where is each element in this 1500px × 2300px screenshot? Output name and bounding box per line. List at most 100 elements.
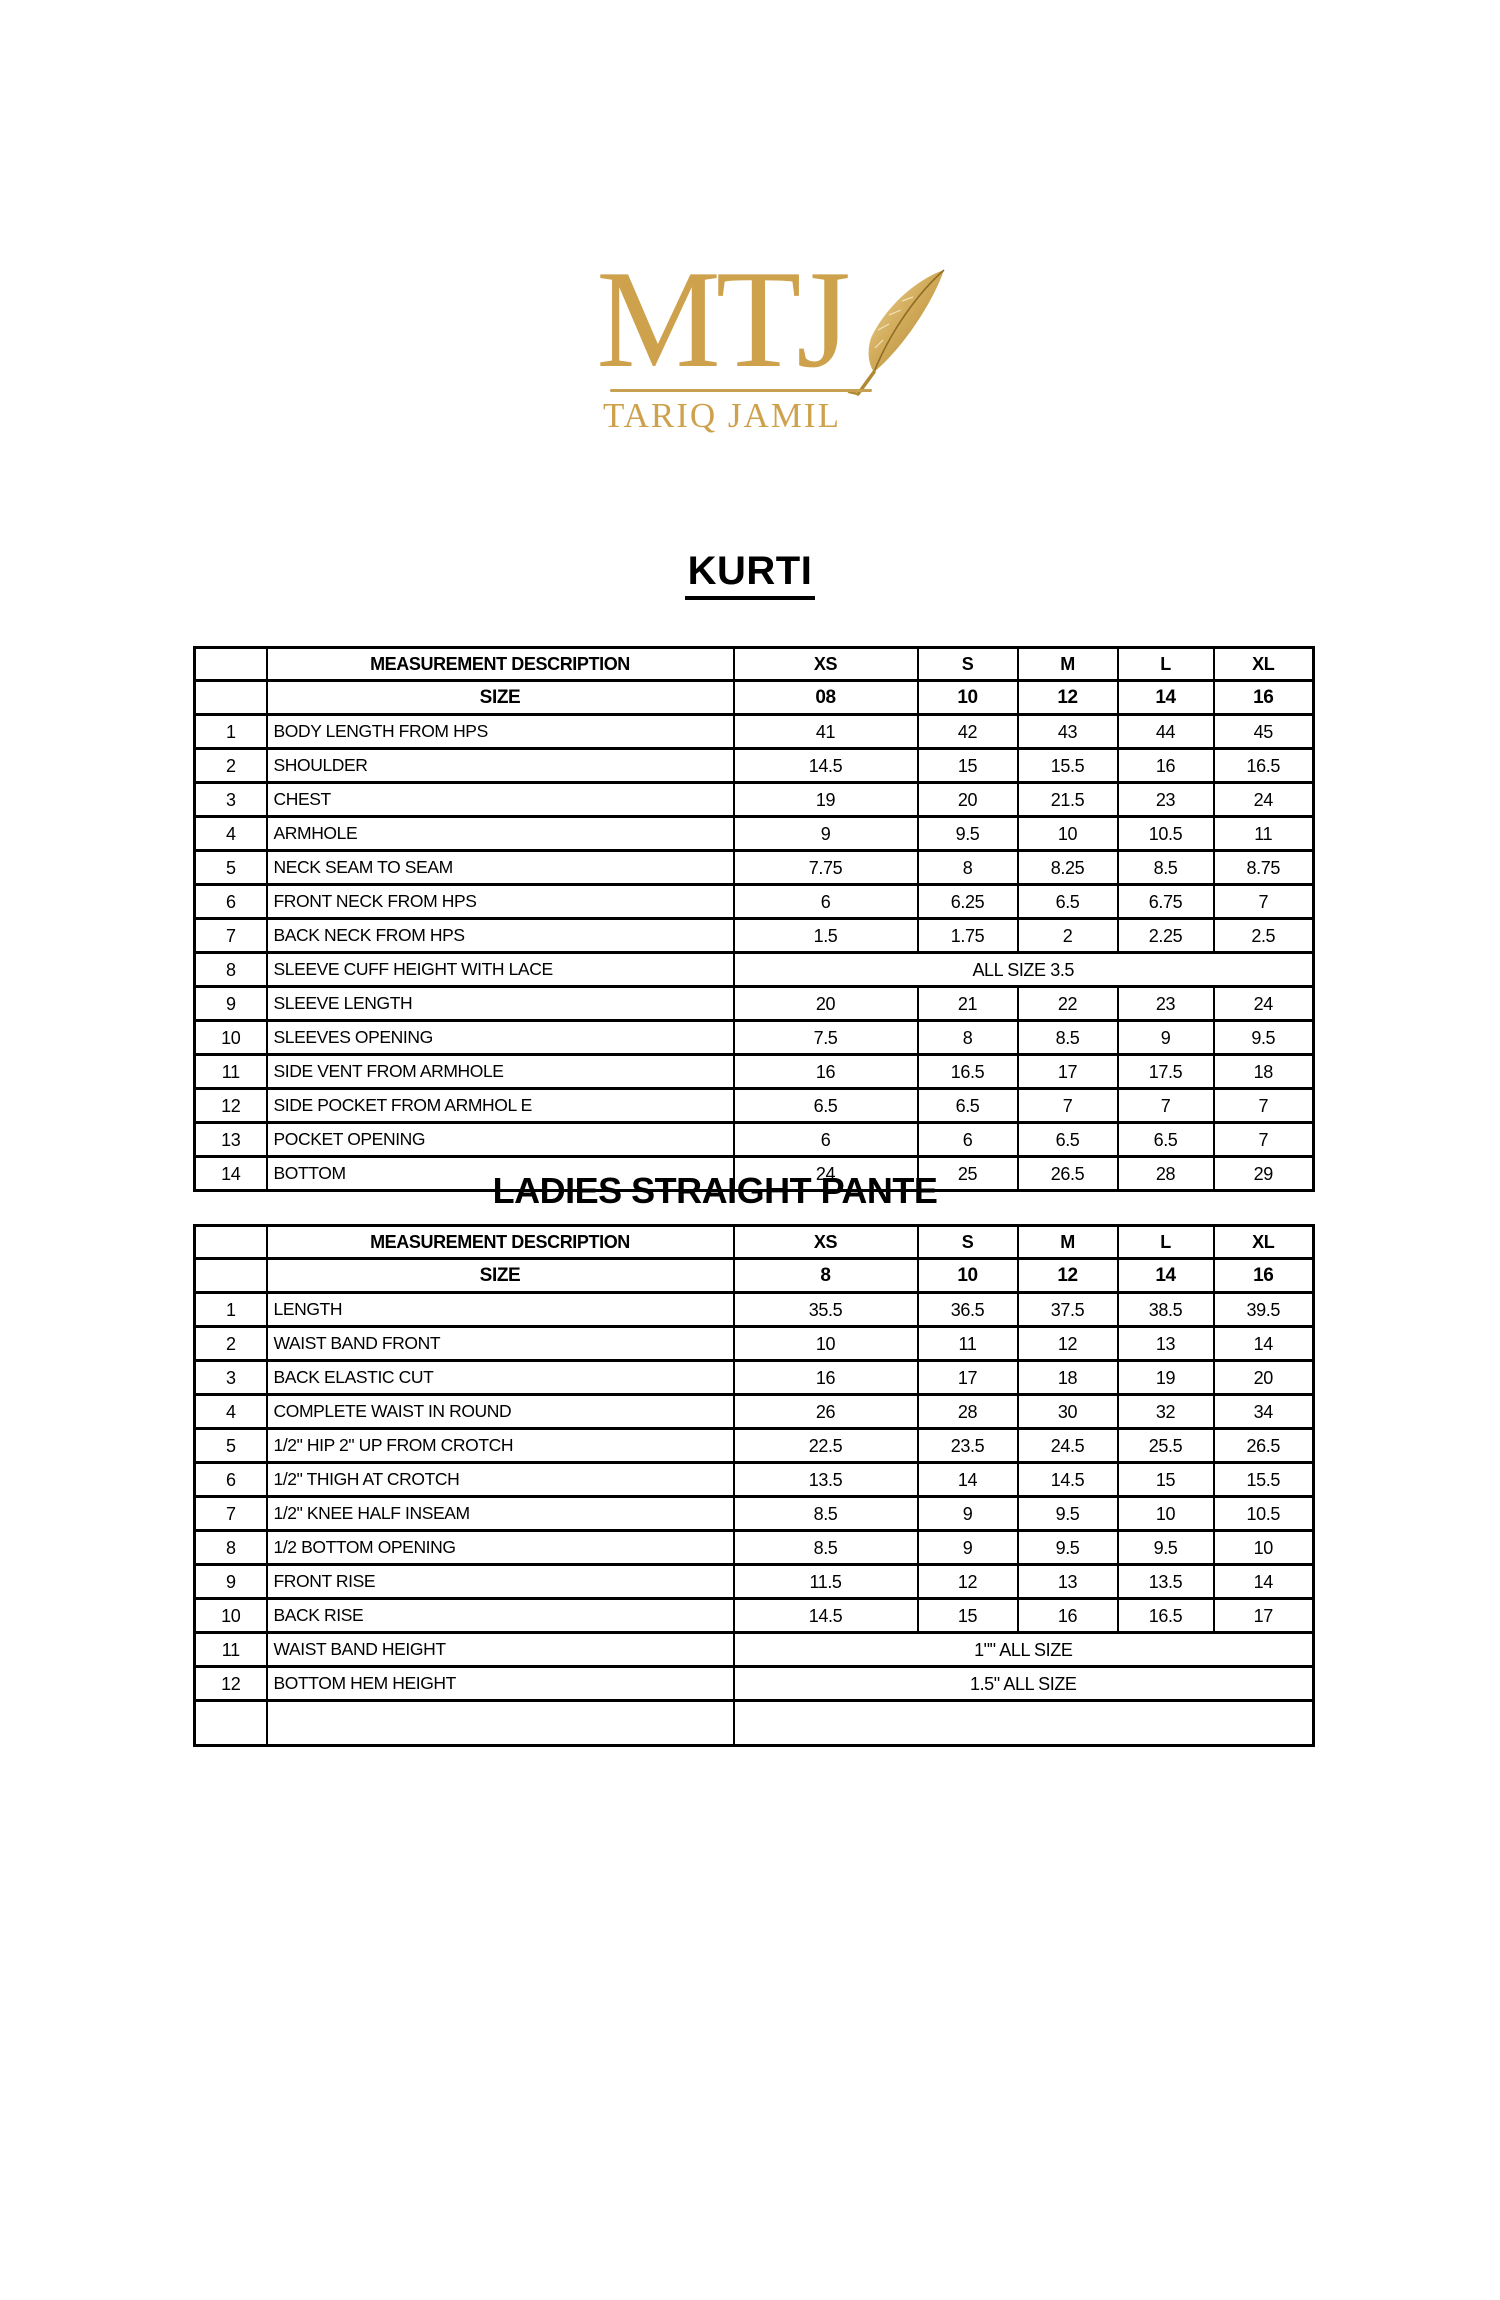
kurti-section-title: KURTI [0,549,1500,600]
kurti-title-text: KURTI [684,549,816,600]
row-number-cell: 6 [193,883,268,920]
measurement-value-cell: 6 [732,1121,919,1158]
size-column-header: L [1116,646,1215,682]
table-row: 3 CHEST 19 20 21.5 23 24 [193,781,1315,818]
measurement-value-cell: 10 [1212,1529,1315,1566]
measurement-value-cell: 14 [1212,1563,1315,1600]
measurement-value-cell: 9.5 [1016,1529,1119,1566]
measurement-description-cell: SLEEVES OPENING [265,1019,735,1056]
measurement-value-cell: 17 [1016,1053,1119,1090]
measurement-value-cell: 8.5 [732,1495,919,1532]
measurement-value-cell: 11.5 [732,1563,919,1600]
table-row: 4 ARMHOLE 9 9.5 10 10.5 11 [193,815,1315,852]
measurement-value-cell: 32 [1116,1393,1215,1430]
kurti-table-container: MEASUREMENT DESCRIPTION XS S M L XL SIZE 08 10 12… [193,646,1315,1192]
row-number-cell: 2 [193,1325,268,1362]
measurement-value-cell: 24 [1212,781,1315,818]
measurement-value-cell: 17 [1212,1597,1315,1634]
quill-feather-icon [847,269,945,396]
measurement-description-header: MEASUREMENT DESCRIPTION [265,646,735,682]
size-column-header: S [916,646,1019,682]
size-row-value: 8 [732,1257,919,1294]
merged-all-size-cell: 1.5" ALL SIZE [732,1665,1315,1702]
measurement-value-cell: 21.5 [1016,781,1119,818]
measurement-value-cell: 34 [1212,1393,1315,1430]
measurement-description-cell: CHEST [265,781,735,818]
measurement-value-cell: 16.5 [916,1053,1019,1090]
measurement-value-cell: 16 [732,1359,919,1396]
measurement-value-cell: 26.5 [1212,1427,1315,1464]
table-row [193,1699,1315,1747]
size-row-value: 10 [916,1257,1019,1294]
row-number-cell: 2 [193,747,268,784]
row-number-cell: 6 [193,1461,268,1498]
measurement-description-cell: LENGTH [265,1291,735,1328]
measurement-description-cell: 1/2 BOTTOM OPENING [265,1529,735,1566]
table-row: 2 WAIST BAND FRONT 10 11 12 13 14 [193,1325,1315,1362]
measurement-value-cell: 16 [1016,1597,1119,1634]
measurement-description-cell: BOTTOM HEM HEIGHT [265,1665,735,1702]
table-row: 8 1/2 BOTTOM OPENING 8.5 9 9.5 9.5 10 [193,1529,1315,1566]
measurement-value-cell: 10 [1016,815,1119,852]
corner-cell [193,1257,268,1294]
measurement-value-cell: 7 [1016,1087,1119,1124]
measurement-value-cell: 8 [916,849,1019,886]
table-row: 1 BODY LENGTH FROM HPS 41 42 43 44 45 [193,713,1315,750]
measurement-description-cell: BACK ELASTIC CUT [265,1359,735,1396]
row-number-cell: 10 [193,1597,268,1634]
measurement-description-cell: WAIST BAND FRONT [265,1325,735,1362]
measurement-value-cell: 10 [732,1325,919,1362]
row-number-cell: 3 [193,1359,268,1396]
measurement-value-cell: 20 [916,781,1019,818]
measurement-value-cell: 17.5 [1116,1053,1215,1090]
measurement-value-cell: 9.5 [1212,1019,1315,1056]
measurement-value-cell: 8.5 [1116,849,1215,886]
table-row: 14 BOTTOM 24 25 26.5 28 29 [193,1155,1315,1192]
measurement-value-cell: 20 [732,985,919,1022]
size-column-header: XL [1212,1224,1315,1260]
row-number-cell: 13 [193,1121,268,1158]
measurement-description-cell: ARMHOLE [265,815,735,852]
size-row-value: 16 [1212,1257,1315,1294]
measurement-value-cell: 39.5 [1212,1291,1315,1328]
row-number-cell: 5 [193,1427,268,1464]
table-row: 13 POCKET OPENING 6 6 6.5 6.5 7 [193,1121,1315,1158]
table-header-row: MEASUREMENT DESCRIPTION XS S M L XL [193,646,1315,682]
measurement-description-header: MEASUREMENT DESCRIPTION [265,1224,735,1260]
table-row: 12 BOTTOM HEM HEIGHT 1.5" ALL SIZE [193,1665,1315,1702]
measurement-value-cell: 6.5 [1116,1121,1215,1158]
measurement-value-cell: 15.5 [1016,747,1119,784]
measurement-description-cell: SHOULDER [265,747,735,784]
size-row-value: 16 [1212,679,1315,716]
measurement-description-cell: 1/2" HIP 2" UP FROM CROTCH [265,1427,735,1464]
measurement-value-cell: 7 [1212,1087,1315,1124]
corner-cell [193,1224,268,1260]
size-row-value: 14 [1116,679,1215,716]
measurement-value-cell: 1.75 [916,917,1019,954]
row-number-cell: 11 [193,1631,268,1668]
measurement-value-cell: 9 [732,815,919,852]
size-column-header: XS [732,646,919,682]
brand-name: TARIQ JAMIL [603,396,841,435]
row-number-cell: 14 [193,1155,268,1192]
size-row-value: 10 [916,679,1019,716]
measurement-value-cell: 21 [916,985,1019,1022]
measurement-value-cell: 14 [1212,1325,1315,1362]
measurement-value-cell: 8.5 [732,1529,919,1566]
measurement-value-cell: 9.5 [1116,1529,1215,1566]
measurement-value-cell: 14.5 [732,1597,919,1634]
size-column-header: XL [1212,646,1315,682]
measurement-description-cell: BODY LENGTH FROM HPS [265,713,735,750]
table-row: 6 FRONT NECK FROM HPS 6 6.25 6.5 6.75 7 [193,883,1315,920]
measurement-description-cell: WAIST BAND HEIGHT [265,1631,735,1668]
measurement-value-cell: 25 [916,1155,1019,1192]
measurement-value-cell: 9.5 [1016,1495,1119,1532]
measurement-value-cell: 13 [1116,1325,1215,1362]
measurement-value-cell: 10 [1116,1495,1215,1532]
measurement-value-cell: 14.5 [1016,1461,1119,1498]
measurement-value-cell: 9 [916,1495,1019,1532]
measurement-value-cell: 15 [916,747,1019,784]
table-row: 9 SLEEVE LENGTH 20 21 22 23 24 [193,985,1315,1022]
table-row: 6 1/2" THIGH AT CROTCH 13.5 14 14.5 15 15.5 [193,1461,1315,1498]
